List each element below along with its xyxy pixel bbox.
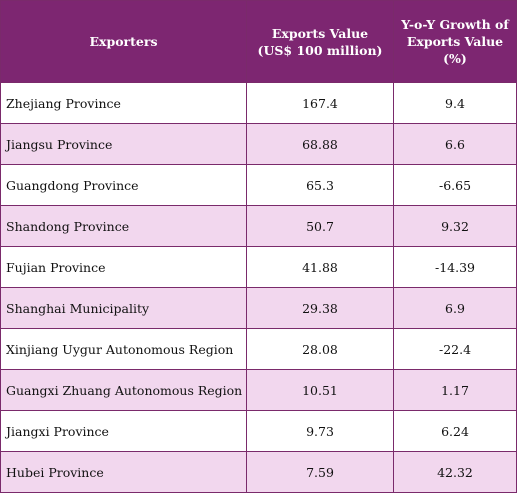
exports-value-cell: 41.88	[246, 246, 394, 288]
exporter-cell: Jiangsu Province	[0, 123, 247, 165]
exports-value-cell: 10.51	[246, 369, 394, 411]
growth-cell: 6.6	[393, 123, 517, 165]
header-yoy-growth-line1: Y-o-Y Growth of	[401, 17, 509, 32]
exports-value-cell: 28.08	[246, 328, 394, 370]
exporter-cell: Fujian Province	[0, 246, 247, 288]
growth-cell: 6.9	[393, 287, 517, 329]
exporter-cell: Xinjiang Uygur Autonomous Region	[0, 328, 247, 370]
exports-value-cell: 65.3	[246, 164, 394, 206]
table-row: Hubei Province 7.59 42.32	[0, 451, 517, 493]
growth-cell: -14.39	[393, 246, 517, 288]
header-row: Exporters Exports Value (US$ 100 million…	[0, 0, 517, 83]
growth-cell: -6.65	[393, 164, 517, 206]
header-yoy-growth: Y-o-Y Growth of Exports Value (%)	[393, 0, 517, 83]
table-row: Shandong Province 50.7 9.32	[0, 205, 517, 247]
growth-cell: 42.32	[393, 451, 517, 493]
exports-value-cell: 9.73	[246, 410, 394, 452]
exports-value-cell: 29.38	[246, 287, 394, 329]
header-exporters-label: Exporters	[89, 34, 158, 49]
table-row: Jiangxi Province 9.73 6.24	[0, 410, 517, 452]
exports-value-cell: 7.59	[246, 451, 394, 493]
exporter-cell: Guangxi Zhuang Autonomous Region	[0, 369, 247, 411]
growth-cell: 1.17	[393, 369, 517, 411]
table-row: Shanghai Municipality 29.38 6.9	[0, 287, 517, 329]
header-exports-value-line1: Exports Value	[271, 25, 369, 41]
table-row: Guangxi Zhuang Autonomous Region 10.51 1…	[0, 369, 517, 411]
exporter-cell: Shandong Province	[0, 205, 247, 247]
growth-cell: 6.24	[393, 410, 517, 452]
exporter-cell: Jiangxi Province	[0, 410, 247, 452]
growth-cell: 9.32	[393, 205, 517, 247]
header-yoy-growth-line2: Exports Value	[406, 34, 504, 49]
growth-cell: 9.4	[393, 82, 517, 124]
table-row: Jiangsu Province 68.88 6.6	[0, 123, 517, 165]
exports-value-cell: 167.4	[246, 82, 394, 124]
header-yoy-growth-line3: (%)	[443, 51, 467, 66]
table-row: Fujian Province 41.88 -14.39	[0, 246, 517, 288]
table-body: Zhejiang Province 167.4 9.4 Jiangsu Prov…	[0, 82, 517, 493]
exporter-cell: Hubei Province	[0, 451, 247, 493]
growth-cell: -22.4	[393, 328, 517, 370]
header-exports-value-line2: (US$ 100 million)	[257, 42, 383, 58]
table-row: Guangdong Province 65.3 -6.65	[0, 164, 517, 206]
header-exports-value: Exports Value (US$ 100 million)	[246, 0, 394, 83]
table-row: Xinjiang Uygur Autonomous Region 28.08 -…	[0, 328, 517, 370]
table-header: Exporters Exports Value (US$ 100 million…	[0, 0, 517, 83]
table-row: Zhejiang Province 167.4 9.4	[0, 82, 517, 124]
header-exporters: Exporters	[0, 0, 247, 83]
exporter-cell: Zhejiang Province	[0, 82, 247, 124]
exporter-cell: Guangdong Province	[0, 164, 247, 206]
exports-value-cell: 50.7	[246, 205, 394, 247]
exports-value-cell: 68.88	[246, 123, 394, 165]
exporter-cell: Shanghai Municipality	[0, 287, 247, 329]
